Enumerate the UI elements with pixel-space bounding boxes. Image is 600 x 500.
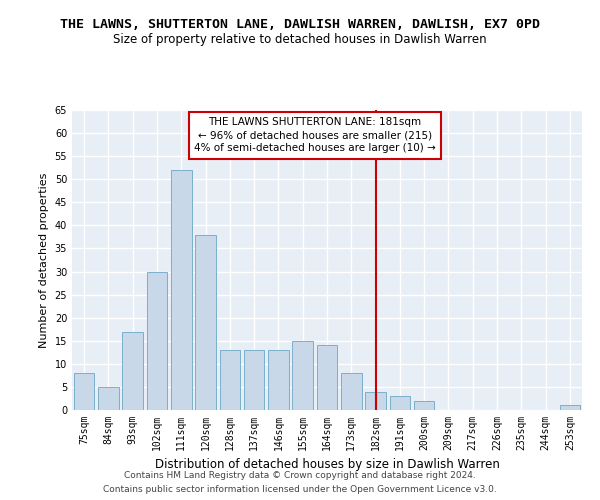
Bar [365,392,386,410]
Bar [220,350,240,410]
Text: Contains public sector information licensed under the Open Government Licence v3: Contains public sector information licen… [103,484,497,494]
Text: THE LAWNS SHUTTERTON LANE: 181sqm
← 96% of detached houses are smaller (215)
4% : THE LAWNS SHUTTERTON LANE: 181sqm ← 96% … [194,117,436,154]
Bar [146,272,167,410]
Bar [122,332,143,410]
Bar [414,401,434,410]
Bar [98,387,119,410]
Bar [292,341,313,410]
Y-axis label: Number of detached properties: Number of detached properties [39,172,49,348]
Bar [341,373,362,410]
Bar [317,346,337,410]
Bar [74,373,94,410]
Bar [268,350,289,410]
Bar [389,396,410,410]
Text: Contains HM Land Registry data © Crown copyright and database right 2024.: Contains HM Land Registry data © Crown c… [124,472,476,480]
Text: THE LAWNS, SHUTTERTON LANE, DAWLISH WARREN, DAWLISH, EX7 0PD: THE LAWNS, SHUTTERTON LANE, DAWLISH WARR… [60,18,540,30]
Bar [560,406,580,410]
Bar [244,350,265,410]
Bar [195,234,216,410]
X-axis label: Distribution of detached houses by size in Dawlish Warren: Distribution of detached houses by size … [155,458,499,471]
Bar [171,170,191,410]
Text: Size of property relative to detached houses in Dawlish Warren: Size of property relative to detached ho… [113,32,487,46]
